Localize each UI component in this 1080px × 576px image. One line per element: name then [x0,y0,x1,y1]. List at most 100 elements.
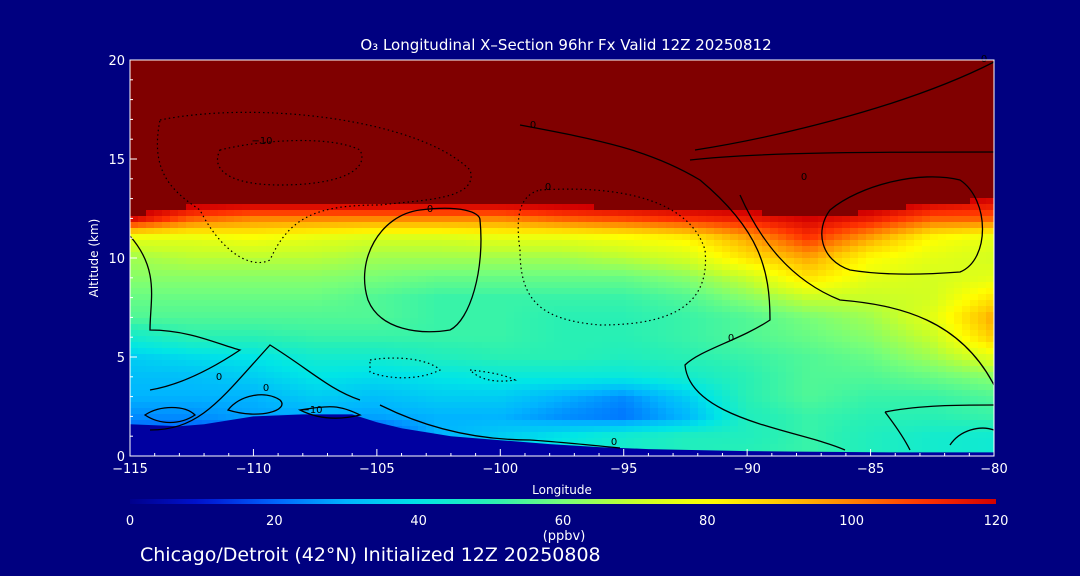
heatmap-cell [314,162,323,169]
heatmap-cell [650,294,659,301]
heatmap-cell [386,264,395,271]
heatmap-cell [362,180,371,187]
heatmap-cell [434,138,443,145]
heatmap-cell [930,312,939,319]
heatmap-cell [266,60,275,67]
heatmap-cell [146,126,155,133]
heatmap-cell [362,264,371,271]
heatmap-cell [898,300,907,307]
heatmap-cell [250,126,259,133]
heatmap-cell [850,138,859,145]
heatmap-cell [602,108,611,115]
heatmap-cell [458,306,467,313]
heatmap-cell [282,180,291,187]
heatmap-cell [698,294,707,301]
heatmap-cell [146,78,155,85]
heatmap-cell [130,72,139,79]
heatmap-cell [554,270,563,277]
heatmap-cell [330,198,339,205]
heatmap-cell [850,252,859,259]
heatmap-cell [586,138,595,145]
heatmap-cell [586,318,595,325]
heatmap-cell [770,294,779,301]
heatmap-cell [242,168,251,175]
heatmap-cell [210,60,219,67]
heatmap-cell [802,72,811,79]
heatmap-cell [554,264,563,271]
heatmap-cell [394,252,403,259]
heatmap-cell [754,240,763,247]
heatmap-cell [906,192,915,199]
heatmap-cell [322,222,331,229]
heatmap-cell [234,288,243,295]
heatmap-cell [426,96,435,103]
heatmap-cell [930,162,939,169]
heatmap-cell [170,246,179,253]
heatmap-cell [866,318,875,325]
heatmap-cell [450,330,459,337]
heatmap-cell [866,126,875,133]
heatmap-cell [314,96,323,103]
heatmap-cell [522,210,531,217]
heatmap-cell [522,288,531,295]
heatmap-cell [738,78,747,85]
heatmap-cell [610,264,619,271]
heatmap-cell [250,336,259,343]
heatmap-cell [842,330,851,337]
heatmap-cell [162,264,171,271]
heatmap-cell [314,192,323,199]
heatmap-cell [162,138,171,145]
heatmap-cell [218,96,227,103]
heatmap-cell [594,192,603,199]
heatmap-cell [162,216,171,223]
heatmap-cell [226,222,235,229]
heatmap-cell [210,114,219,121]
heatmap-cell [978,72,987,79]
heatmap-cell [386,78,395,85]
heatmap-cell [274,114,283,121]
heatmap-cell [530,264,539,271]
heatmap-cell [730,168,739,175]
heatmap-cell [554,228,563,235]
heatmap-cell [602,186,611,193]
heatmap-cell [658,294,667,301]
heatmap-cell [586,330,595,337]
heatmap-cell [378,78,387,85]
heatmap-cell [130,210,139,217]
heatmap-cell [634,78,643,85]
heatmap-cell [986,186,994,193]
heatmap-cell [170,150,179,157]
heatmap-cell [650,66,659,73]
heatmap-cell [970,132,979,139]
heatmap-cell [986,168,994,175]
heatmap-cell [338,246,347,253]
heatmap-cell [386,276,395,283]
heatmap-cell [762,126,771,133]
heatmap-cell [402,306,411,313]
heatmap-cell [642,288,651,295]
heatmap-cell [346,264,355,271]
heatmap-cell [970,186,979,193]
heatmap-cell [226,162,235,169]
heatmap-cell [266,198,275,205]
heatmap-cell [642,90,651,97]
heatmap-cell [970,306,979,313]
heatmap-cell [642,276,651,283]
heatmap-cell [858,282,867,289]
heatmap-cell [130,216,139,223]
heatmap-cell [802,108,811,115]
heatmap-cell [754,330,763,337]
heatmap-cell [154,336,163,343]
heatmap-cell [962,246,971,253]
heatmap-cell [578,300,587,307]
heatmap-cell [666,132,675,139]
heatmap-cell [626,258,635,265]
heatmap-cell [370,60,379,67]
heatmap-cell [138,204,147,211]
heatmap-cell [794,234,803,241]
heatmap-cell [578,102,587,109]
heatmap-cell [522,78,531,85]
heatmap-cell [266,306,275,313]
heatmap-cell [418,282,427,289]
heatmap-cell [898,60,907,67]
